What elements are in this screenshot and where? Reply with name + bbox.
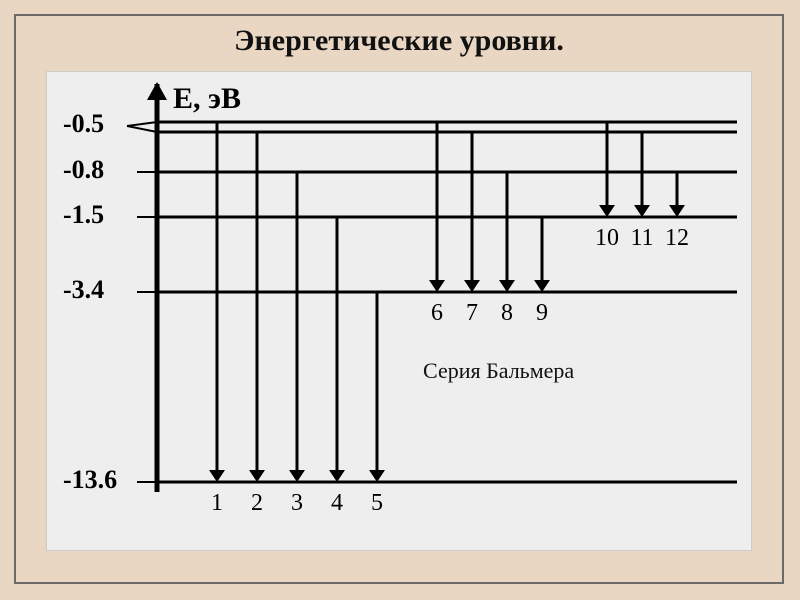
- transition-label-3: 3: [291, 490, 303, 516]
- energy-label-n1: -13.6: [63, 465, 117, 494]
- series-label-balmer: Серия Бальмера: [423, 358, 574, 383]
- transition-label-2: 2: [251, 490, 263, 516]
- transition-arrowhead-10-icon: [599, 205, 615, 217]
- transition-label-5: 5: [371, 490, 383, 516]
- transition-label-11: 11: [630, 225, 653, 251]
- transition-arrowhead-8-icon: [499, 280, 515, 292]
- transition-label-8: 8: [501, 300, 513, 326]
- energy-label-n3: -1.5: [63, 200, 104, 229]
- tick-top-0: [127, 122, 157, 126]
- slide-frame: Энергетические уровни. E, эВ -0.5 -0.8 -1.5…: [14, 14, 784, 584]
- transition-label-6: 6: [431, 300, 443, 326]
- transition-arrowhead-6-icon: [429, 280, 445, 292]
- transition-label-9: 9: [536, 300, 548, 326]
- transition-label-4: 4: [331, 490, 343, 516]
- transition-arrowhead-7-icon: [464, 280, 480, 292]
- transition-arrowhead-1-icon: [209, 470, 225, 482]
- diagram-svg: E, эВ-0.5-0.8-1.5-3.4-13.612345678910111…: [47, 72, 753, 552]
- energy-level-diagram: E, эВ-0.5-0.8-1.5-3.4-13.612345678910111…: [46, 71, 752, 551]
- axis-arrowhead-icon: [147, 82, 167, 100]
- energy-label-n6: -0.5: [63, 109, 104, 138]
- transition-label-7: 7: [466, 300, 478, 326]
- transition-label-10: 10: [595, 225, 619, 251]
- transition-arrowhead-5-icon: [369, 470, 385, 482]
- axis-label: E, эВ: [173, 82, 241, 115]
- energy-label-n2: -3.4: [63, 275, 104, 304]
- transition-arrowhead-3-icon: [289, 470, 305, 482]
- transition-label-1: 1: [211, 490, 223, 516]
- transition-arrowhead-4-icon: [329, 470, 345, 482]
- transition-arrowhead-11-icon: [634, 205, 650, 217]
- transition-arrowhead-2-icon: [249, 470, 265, 482]
- transition-label-12: 12: [665, 225, 689, 251]
- transition-arrowhead-9-icon: [534, 280, 550, 292]
- transition-arrowhead-12-icon: [669, 205, 685, 217]
- tick-top-1: [127, 126, 157, 132]
- page-title: Энергетические уровни.: [16, 24, 782, 58]
- energy-label-n4: -0.8: [63, 155, 104, 184]
